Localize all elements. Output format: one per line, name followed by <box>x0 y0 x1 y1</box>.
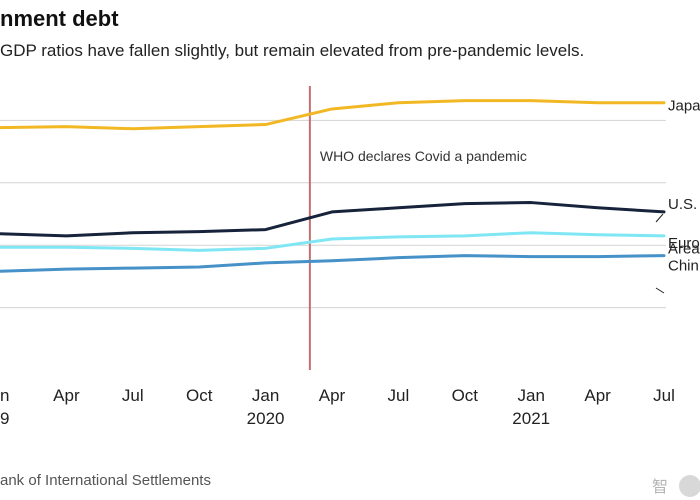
series-line-area <box>0 254 666 273</box>
chart-title: nment debt <box>0 6 119 31</box>
chart-subtitle: GDP ratios have fallen slightly, but rem… <box>0 41 584 60</box>
series-label-u-s-: U.S. <box>668 196 697 213</box>
series-line-euro <box>0 231 666 252</box>
gridlines <box>0 119 666 309</box>
x-tick-label: n <box>0 386 9 405</box>
x-tick-label: Jul <box>122 386 144 405</box>
annotation-group: WHO declares Covid a pandemic <box>308 86 527 370</box>
watermark-logo: 智 <box>652 475 700 497</box>
x-axis: n Apr Jul Oct Jan Apr Jul Oct Jan Apr Jul 9 2020 2021 <box>0 386 675 428</box>
series-label-china: Chin <box>668 258 699 275</box>
x-tick-label: Apr <box>53 386 80 405</box>
x-tick-label: Jul <box>388 386 410 405</box>
x-tick-label: Jan <box>517 386 544 405</box>
us-leader <box>655 213 664 223</box>
x-tick-label: Jan <box>252 386 279 405</box>
x-year-label: 2020 <box>247 409 285 428</box>
x-tick-label: Oct <box>452 386 479 405</box>
series-lines <box>0 99 666 273</box>
x-year-label: 2021 <box>512 409 550 428</box>
x-tick-label: Apr <box>584 386 611 405</box>
x-year-label: 9 <box>0 409 9 428</box>
watermark-text: 智 <box>652 478 668 496</box>
series-line-u-s- <box>0 201 666 238</box>
x-tick-label: Jul <box>653 386 675 405</box>
series-label-euro: Euro <box>668 235 700 252</box>
x-tick-label: Oct <box>186 386 213 405</box>
source-note: ank of International Settlements <box>0 472 211 489</box>
series-label-japa: Japa <box>668 98 700 115</box>
x-tick-label: Apr <box>319 386 346 405</box>
china-leader <box>655 287 665 294</box>
series-line-japa <box>0 99 666 131</box>
series-label-area: Area <box>668 241 700 258</box>
pandemic-annotation: WHO declares Covid a pandemic <box>320 148 527 164</box>
